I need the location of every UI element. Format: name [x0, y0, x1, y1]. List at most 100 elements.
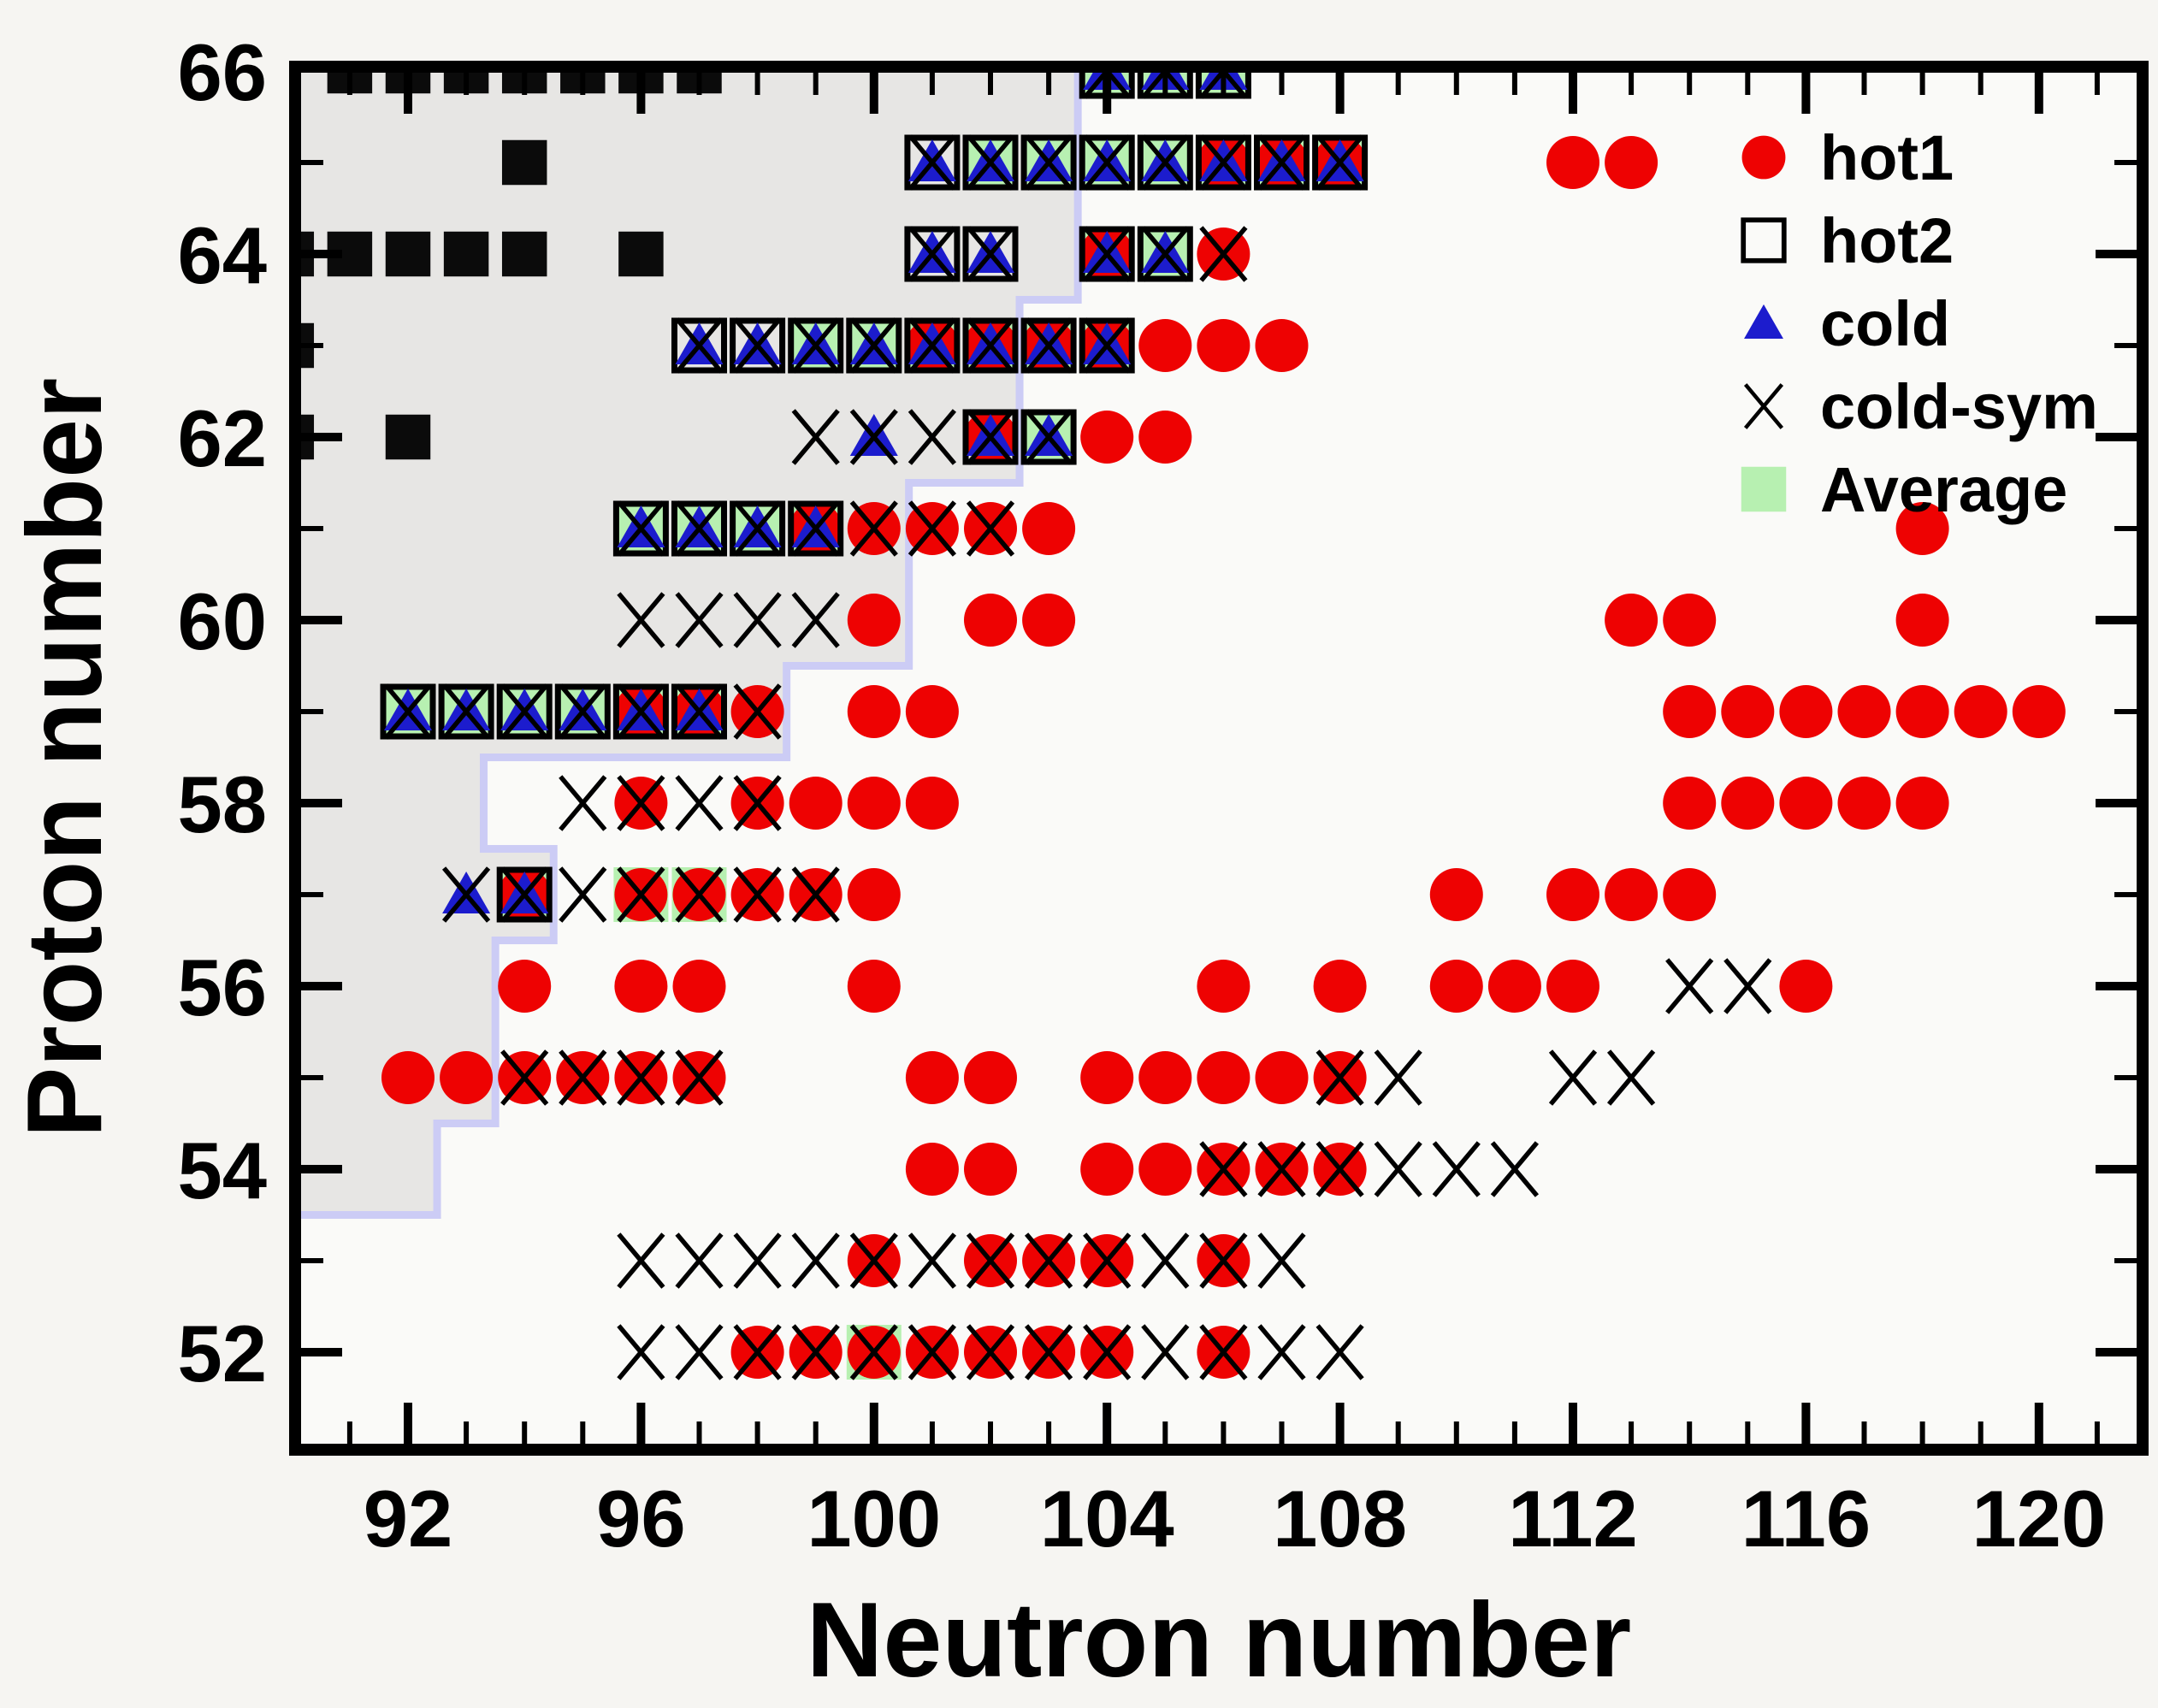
marker-hot2 — [730, 317, 786, 374]
marker-cold-sym — [559, 775, 607, 831]
plot-frame — [289, 61, 2149, 1456]
legend-item-hot1: hot1 — [1741, 122, 1954, 193]
marker-cold-sym — [733, 775, 782, 831]
marker-cold-sym — [1315, 134, 1364, 191]
marker-hot1 — [1429, 868, 1483, 921]
marker-stable — [501, 139, 547, 186]
marker-cold-sym — [733, 1324, 782, 1380]
marker-hot1 — [1080, 1051, 1134, 1104]
marker-cold-sym — [675, 1324, 724, 1380]
marker-cold-sym — [675, 500, 724, 557]
marker-cold-sym — [675, 866, 724, 923]
marker-hot1 — [905, 1143, 959, 1196]
marker-cold-sym — [733, 592, 782, 648]
legend-item-cold: cold — [1744, 288, 1950, 359]
marker-cold-sym — [1548, 1049, 1598, 1106]
marker-cold-sym — [1199, 134, 1248, 191]
marker-hot1 — [1895, 594, 1949, 647]
legend-label: Average — [1820, 454, 2067, 525]
marker-hot1 — [1779, 960, 1833, 1013]
marker-cold-sym — [908, 1232, 957, 1289]
marker-cold-sym — [849, 1232, 898, 1289]
marker-hot1 — [1197, 960, 1250, 1013]
marker-cold-sym — [1141, 1232, 1190, 1289]
marker-hot2 — [380, 683, 436, 740]
marker-cold-sym — [1199, 1324, 1248, 1380]
marker-hot1 — [498, 960, 552, 1013]
marker-cold-sym — [617, 500, 665, 557]
marker-cold-sym — [1723, 958, 1772, 1014]
marker-hot1 — [1546, 868, 1599, 921]
marker-hot2 — [1312, 134, 1369, 191]
marker-hot1 — [381, 1051, 435, 1104]
marker-hot2 — [962, 134, 1019, 191]
marker-stable — [618, 231, 664, 277]
marker-hot1 — [905, 777, 959, 830]
marker-cold-sym — [1257, 134, 1306, 191]
marker-hot1 — [847, 594, 901, 647]
marker-cold-sym — [1024, 1232, 1073, 1289]
marker-hot2 — [962, 409, 1019, 465]
marker-hot1 — [1138, 1051, 1192, 1104]
marker-hot1 — [1895, 685, 1949, 738]
legend-filled-square-icon — [1741, 466, 1787, 512]
marker-cold-sym — [966, 409, 1015, 465]
legend: hot1 hot2 cold cold-sym Average — [1741, 122, 2098, 525]
marker-hot1 — [614, 960, 668, 1013]
marker-hot1 — [847, 777, 901, 830]
y-tick-label: 62 — [177, 393, 267, 483]
marker-cold-sym — [1432, 1141, 1481, 1197]
marker-stable — [501, 231, 547, 277]
marker-cold-sym — [675, 683, 724, 740]
marker-hot1 — [2012, 685, 2066, 738]
marker-hot2 — [788, 317, 844, 374]
marker-hot2 — [1254, 134, 1310, 191]
x-tick-label: 112 — [1508, 1474, 1638, 1563]
marker-hot1 — [1721, 777, 1775, 830]
marker-cold-sym — [617, 1232, 665, 1289]
marker-cold-sym — [500, 683, 549, 740]
marker-cold-sym — [966, 226, 1015, 282]
marker-cold-sym — [791, 409, 840, 465]
marker-hot1 — [1837, 777, 1891, 830]
marker-hot1 — [964, 1051, 1017, 1104]
marker-cold-sym — [849, 1324, 898, 1380]
marker-hot1 — [1895, 777, 1949, 830]
marker-hot2 — [962, 226, 1019, 282]
marker-cold-sym — [1199, 1141, 1248, 1197]
marker-hot1 — [905, 1051, 959, 1104]
marker-hot1 — [1138, 411, 1192, 464]
marker-hot1 — [1721, 685, 1775, 738]
marker-cold-sym — [383, 683, 433, 740]
marker-hot2 — [904, 134, 961, 191]
marker-cold-sym — [966, 317, 1015, 374]
marker-stable — [385, 414, 431, 460]
marker-stable — [385, 231, 431, 277]
marker-hot1 — [1255, 1051, 1309, 1104]
marker-hot1 — [1080, 411, 1134, 464]
marker-hot1 — [1313, 960, 1367, 1013]
marker-hot1 — [847, 685, 901, 738]
marker-hot2 — [496, 866, 553, 923]
marker-hot2 — [904, 226, 961, 282]
marker-cold-sym — [966, 1324, 1015, 1380]
marker-cold-sym — [500, 866, 549, 923]
marker-hot1 — [1779, 685, 1833, 738]
marker-cold-sym — [675, 317, 724, 374]
marker-cold-sym — [1083, 1324, 1132, 1380]
marker-hot1 — [1080, 1143, 1134, 1196]
x-tick-label: 92 — [364, 1474, 453, 1563]
legend-label: cold — [1820, 288, 1950, 359]
marker-hot1 — [1663, 594, 1717, 647]
marker-cold-sym — [733, 500, 782, 557]
marker-cold-sym — [791, 866, 840, 923]
marker-cold-sym — [908, 1324, 957, 1380]
marker-cold-sym — [1315, 1141, 1364, 1197]
marker-cold-sym — [1374, 1049, 1422, 1106]
marker-cold-sym — [1024, 134, 1073, 191]
marker-hot2 — [612, 683, 669, 740]
marker-cold-sym — [1490, 1141, 1540, 1197]
marker-hot1 — [1663, 777, 1717, 830]
marker-hot1 — [1022, 502, 1076, 555]
